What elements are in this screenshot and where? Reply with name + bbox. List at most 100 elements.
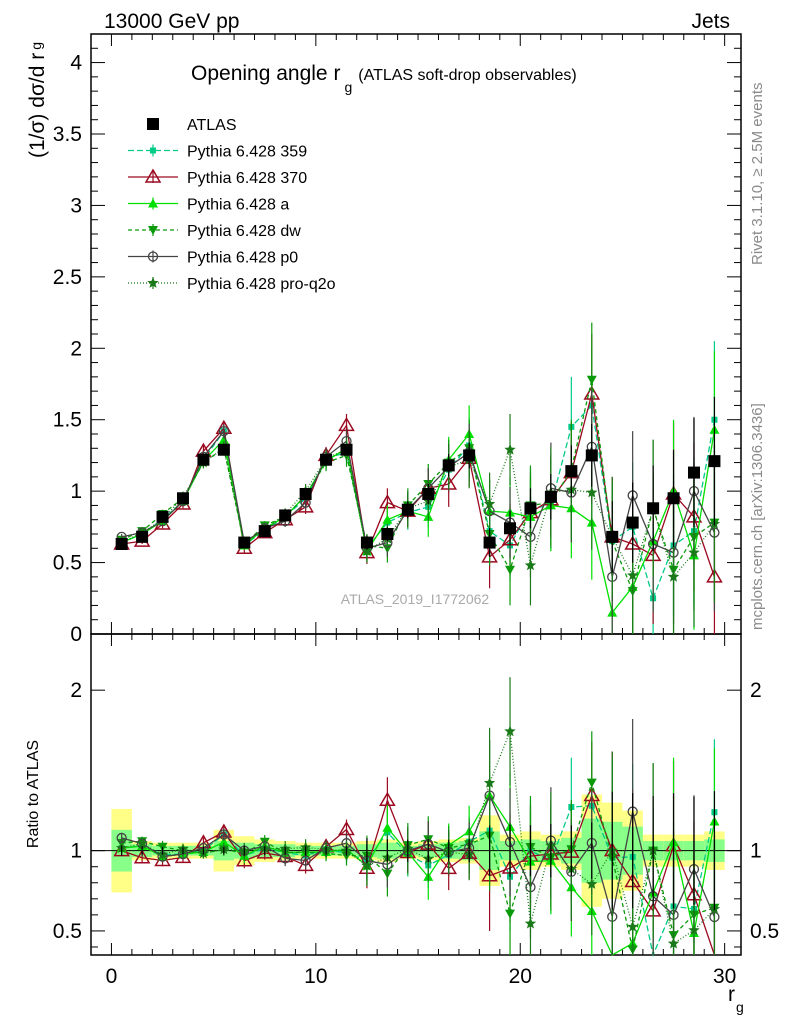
y-tick-label: 4 xyxy=(70,52,82,75)
ratio-point xyxy=(586,778,597,788)
y-tick-label: 0.5 xyxy=(53,552,82,575)
chart-title-main: Opening angle r xyxy=(191,62,340,85)
ratio-axis-label: Ratio to ATLAS xyxy=(25,740,42,848)
y-tick-label: 1.5 xyxy=(53,409,82,432)
data-point xyxy=(422,488,435,500)
ratio-point xyxy=(504,725,516,737)
data-point xyxy=(483,498,496,509)
chart-title-sub: g xyxy=(344,79,352,95)
data-point xyxy=(483,536,496,549)
ratio-point xyxy=(361,859,373,871)
legend-label: Pythia 6.428 370 xyxy=(187,170,307,187)
process-label: Jets xyxy=(691,10,730,33)
data-point xyxy=(361,545,373,556)
data-point xyxy=(626,516,639,529)
mcplots-reference-label: mcplots.cern.ch [arXiv:1306.3436] xyxy=(749,403,766,630)
legend-label: Pythia 6.428 359 xyxy=(187,144,307,161)
data-point xyxy=(504,522,517,535)
data-point xyxy=(627,569,639,581)
data-point xyxy=(647,502,660,515)
data-point xyxy=(524,559,537,571)
ratio-point xyxy=(586,878,598,889)
series-line xyxy=(121,429,716,578)
ratio-point xyxy=(235,852,253,867)
legend-label: Pythia 6.428 a xyxy=(187,197,289,214)
ratio-y-tick-label-right: 1 xyxy=(750,840,762,863)
ratio-point xyxy=(297,856,314,872)
data-point xyxy=(136,530,149,543)
ratio-y-tick-label: 0.5 xyxy=(53,920,82,943)
data-point xyxy=(688,546,700,558)
ratio-y-tick-label-right: 2 xyxy=(750,679,762,702)
data-point xyxy=(217,443,230,456)
x-axis-label: rg xyxy=(728,983,744,1015)
y-tick-label: 3 xyxy=(70,194,82,217)
ratio-y-tick-label-right: 0.5 xyxy=(750,920,779,943)
chart-title: Opening angle rg (ATLAS soft-drop observa… xyxy=(191,62,577,95)
data-point xyxy=(197,453,210,466)
data-point xyxy=(156,510,169,523)
series-line xyxy=(121,404,716,601)
energy-label: 13000 GeV pp xyxy=(104,10,239,33)
data-point xyxy=(524,502,537,515)
data-point xyxy=(258,525,271,538)
ratio-point xyxy=(133,849,151,864)
legend: ATLAS Pythia 6.428 359 Pythia 6.428 370 Pyt… xyxy=(128,117,336,293)
ratio-line xyxy=(121,780,715,950)
ratio-point xyxy=(483,777,496,788)
data-point xyxy=(382,514,393,524)
ratio-point xyxy=(218,836,229,846)
legend-marker xyxy=(147,118,159,130)
data-point xyxy=(218,425,230,437)
data-point xyxy=(381,528,394,540)
y-tick-label: 2 xyxy=(70,337,82,360)
ratio-point xyxy=(627,920,639,932)
x-tick-label: 30 xyxy=(713,965,736,988)
ratio-point xyxy=(256,844,274,859)
data-point xyxy=(708,455,721,468)
legend-label: Pythia 6.428 p0 xyxy=(187,250,298,267)
y-tick-label: 1 xyxy=(70,480,82,503)
data-point xyxy=(463,449,476,462)
data-point xyxy=(115,538,128,550)
ratio-y-tick-label: 1 xyxy=(70,840,82,863)
data-point xyxy=(360,536,373,549)
series-atlas xyxy=(115,396,721,911)
y-tick-label: 3.5 xyxy=(53,123,82,146)
data-point xyxy=(586,375,597,385)
data-point xyxy=(442,459,455,472)
data-point xyxy=(687,466,700,479)
x-tick-label: 20 xyxy=(509,965,532,988)
ratio-point xyxy=(136,837,148,849)
ratio-point xyxy=(667,937,680,949)
legend-marker xyxy=(148,226,158,235)
lower-frame xyxy=(90,633,742,956)
data-point xyxy=(505,565,516,575)
ratio-point xyxy=(218,829,230,840)
data-point xyxy=(667,492,680,505)
series-line xyxy=(121,379,715,594)
legend-marker xyxy=(150,147,156,154)
data-point xyxy=(176,492,189,505)
data-point xyxy=(320,453,333,466)
data-point xyxy=(401,503,414,516)
ratio-point xyxy=(300,855,311,866)
legend-marker xyxy=(147,251,159,262)
data-point xyxy=(585,449,598,462)
legend-marker xyxy=(144,168,162,183)
data-point xyxy=(340,443,353,456)
data-point xyxy=(606,530,619,543)
ratio-y-tick-label: 2 xyxy=(70,679,82,702)
ratio-point xyxy=(524,917,537,929)
data-point xyxy=(565,465,578,478)
legend-label: Pythia 6.428 pro-q2o xyxy=(187,276,336,293)
data-point xyxy=(504,443,516,455)
y-tick-label: 2.5 xyxy=(53,266,82,289)
y-axis-label: (1/σ) dσ/d rg xyxy=(26,42,49,158)
chart-title-suffix: (ATLAS soft-drop observables) xyxy=(358,67,576,84)
rivet-version-label: Rivet 3.1.10, ≥ 2.5M events xyxy=(749,83,766,266)
ratio-point xyxy=(505,909,516,919)
legend-marker xyxy=(147,277,159,288)
ratio-point xyxy=(688,924,700,936)
